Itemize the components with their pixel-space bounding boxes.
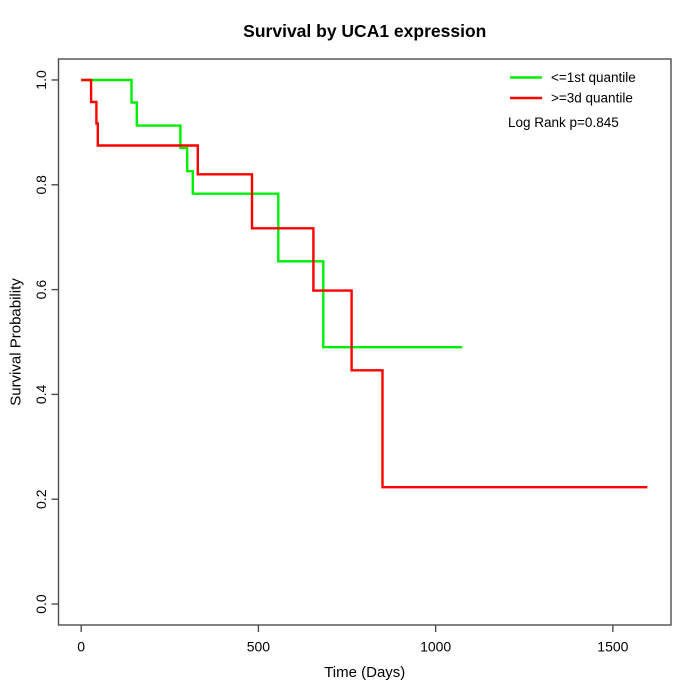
y-axis-title: Survival Probability [8,278,25,406]
survival-curve-high-expression [81,78,648,489]
y-tick-label: 0.4 [33,384,49,404]
chart-title: Survival by UCA1 expression [243,21,486,41]
legend-label: >=3d quantile [551,91,633,106]
y-tick-label: 0.2 [33,489,49,509]
survival-curves [81,78,648,489]
x-tick-label: 500 [247,639,271,655]
x-axis-title: Time (Days) [324,664,405,681]
legend: <=1st quantile >=3d quantile [510,70,636,106]
x-tick-label: 1500 [597,639,628,655]
y-tick-label: 0.8 [33,175,49,195]
survival-curve-low-expression [81,78,463,349]
legend-label: <=1st quantile [551,70,636,85]
y-tick-label: 0.0 [33,594,49,614]
x-tick-label: 1000 [420,639,451,655]
log-rank-annotation: Log Rank p=0.845 [508,115,619,130]
plot-border-box [57,58,672,626]
y-tick-label: 1.0 [33,70,49,90]
x-tick-label: 0 [77,639,85,655]
y-axis-ticks: 0.0 0.2 0.4 0.6 0.8 1.0 [33,70,59,614]
x-axis-ticks: 0 500 1000 1500 [77,625,629,655]
y-tick-label: 0.6 [33,280,49,300]
